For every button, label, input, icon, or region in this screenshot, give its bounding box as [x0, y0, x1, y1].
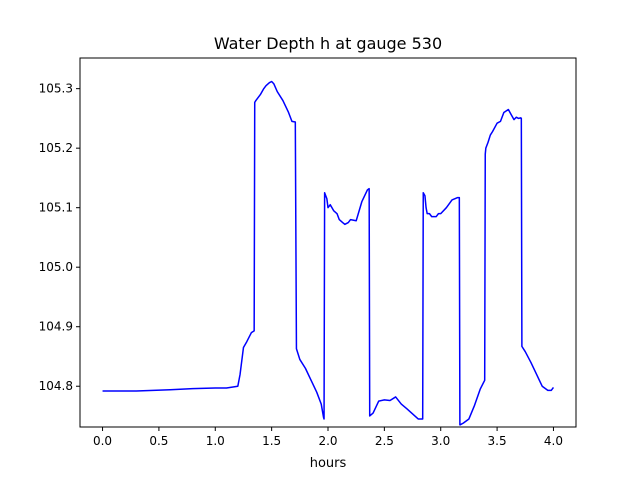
x-tick-label: 0.0 — [93, 434, 112, 448]
chart-title: Water Depth h at gauge 530 — [214, 34, 442, 53]
y-tick-label: 105.1 — [39, 201, 73, 215]
x-tick-label: 1.0 — [206, 434, 225, 448]
y-tick-label: 104.9 — [39, 320, 73, 334]
y-tick-label: 105.2 — [39, 141, 73, 155]
x-tick-label: 0.5 — [149, 434, 168, 448]
y-tick-label: 105.0 — [39, 260, 73, 274]
y-tick-label: 104.8 — [39, 379, 73, 393]
x-tick-label: 3.5 — [488, 434, 507, 448]
x-tick-label: 3.0 — [431, 434, 450, 448]
y-axis: 104.8 104.9 105.0 105.1 105.2 105.3 — [39, 82, 80, 393]
y-tick-label: 105.3 — [39, 82, 73, 96]
x-tick-label: 2.5 — [375, 434, 394, 448]
x-axis-label: hours — [310, 456, 347, 471]
x-axis: 0.0 0.5 1.0 1.5 2.0 2.5 3.0 3.5 4.0 — [93, 427, 563, 448]
plot-area — [102, 80, 555, 426]
x-tick-label: 1.5 — [262, 434, 281, 448]
x-tick-label: 2.0 — [318, 434, 337, 448]
series-line-0 — [102, 80, 555, 426]
x-tick-label: 4.0 — [544, 434, 563, 448]
